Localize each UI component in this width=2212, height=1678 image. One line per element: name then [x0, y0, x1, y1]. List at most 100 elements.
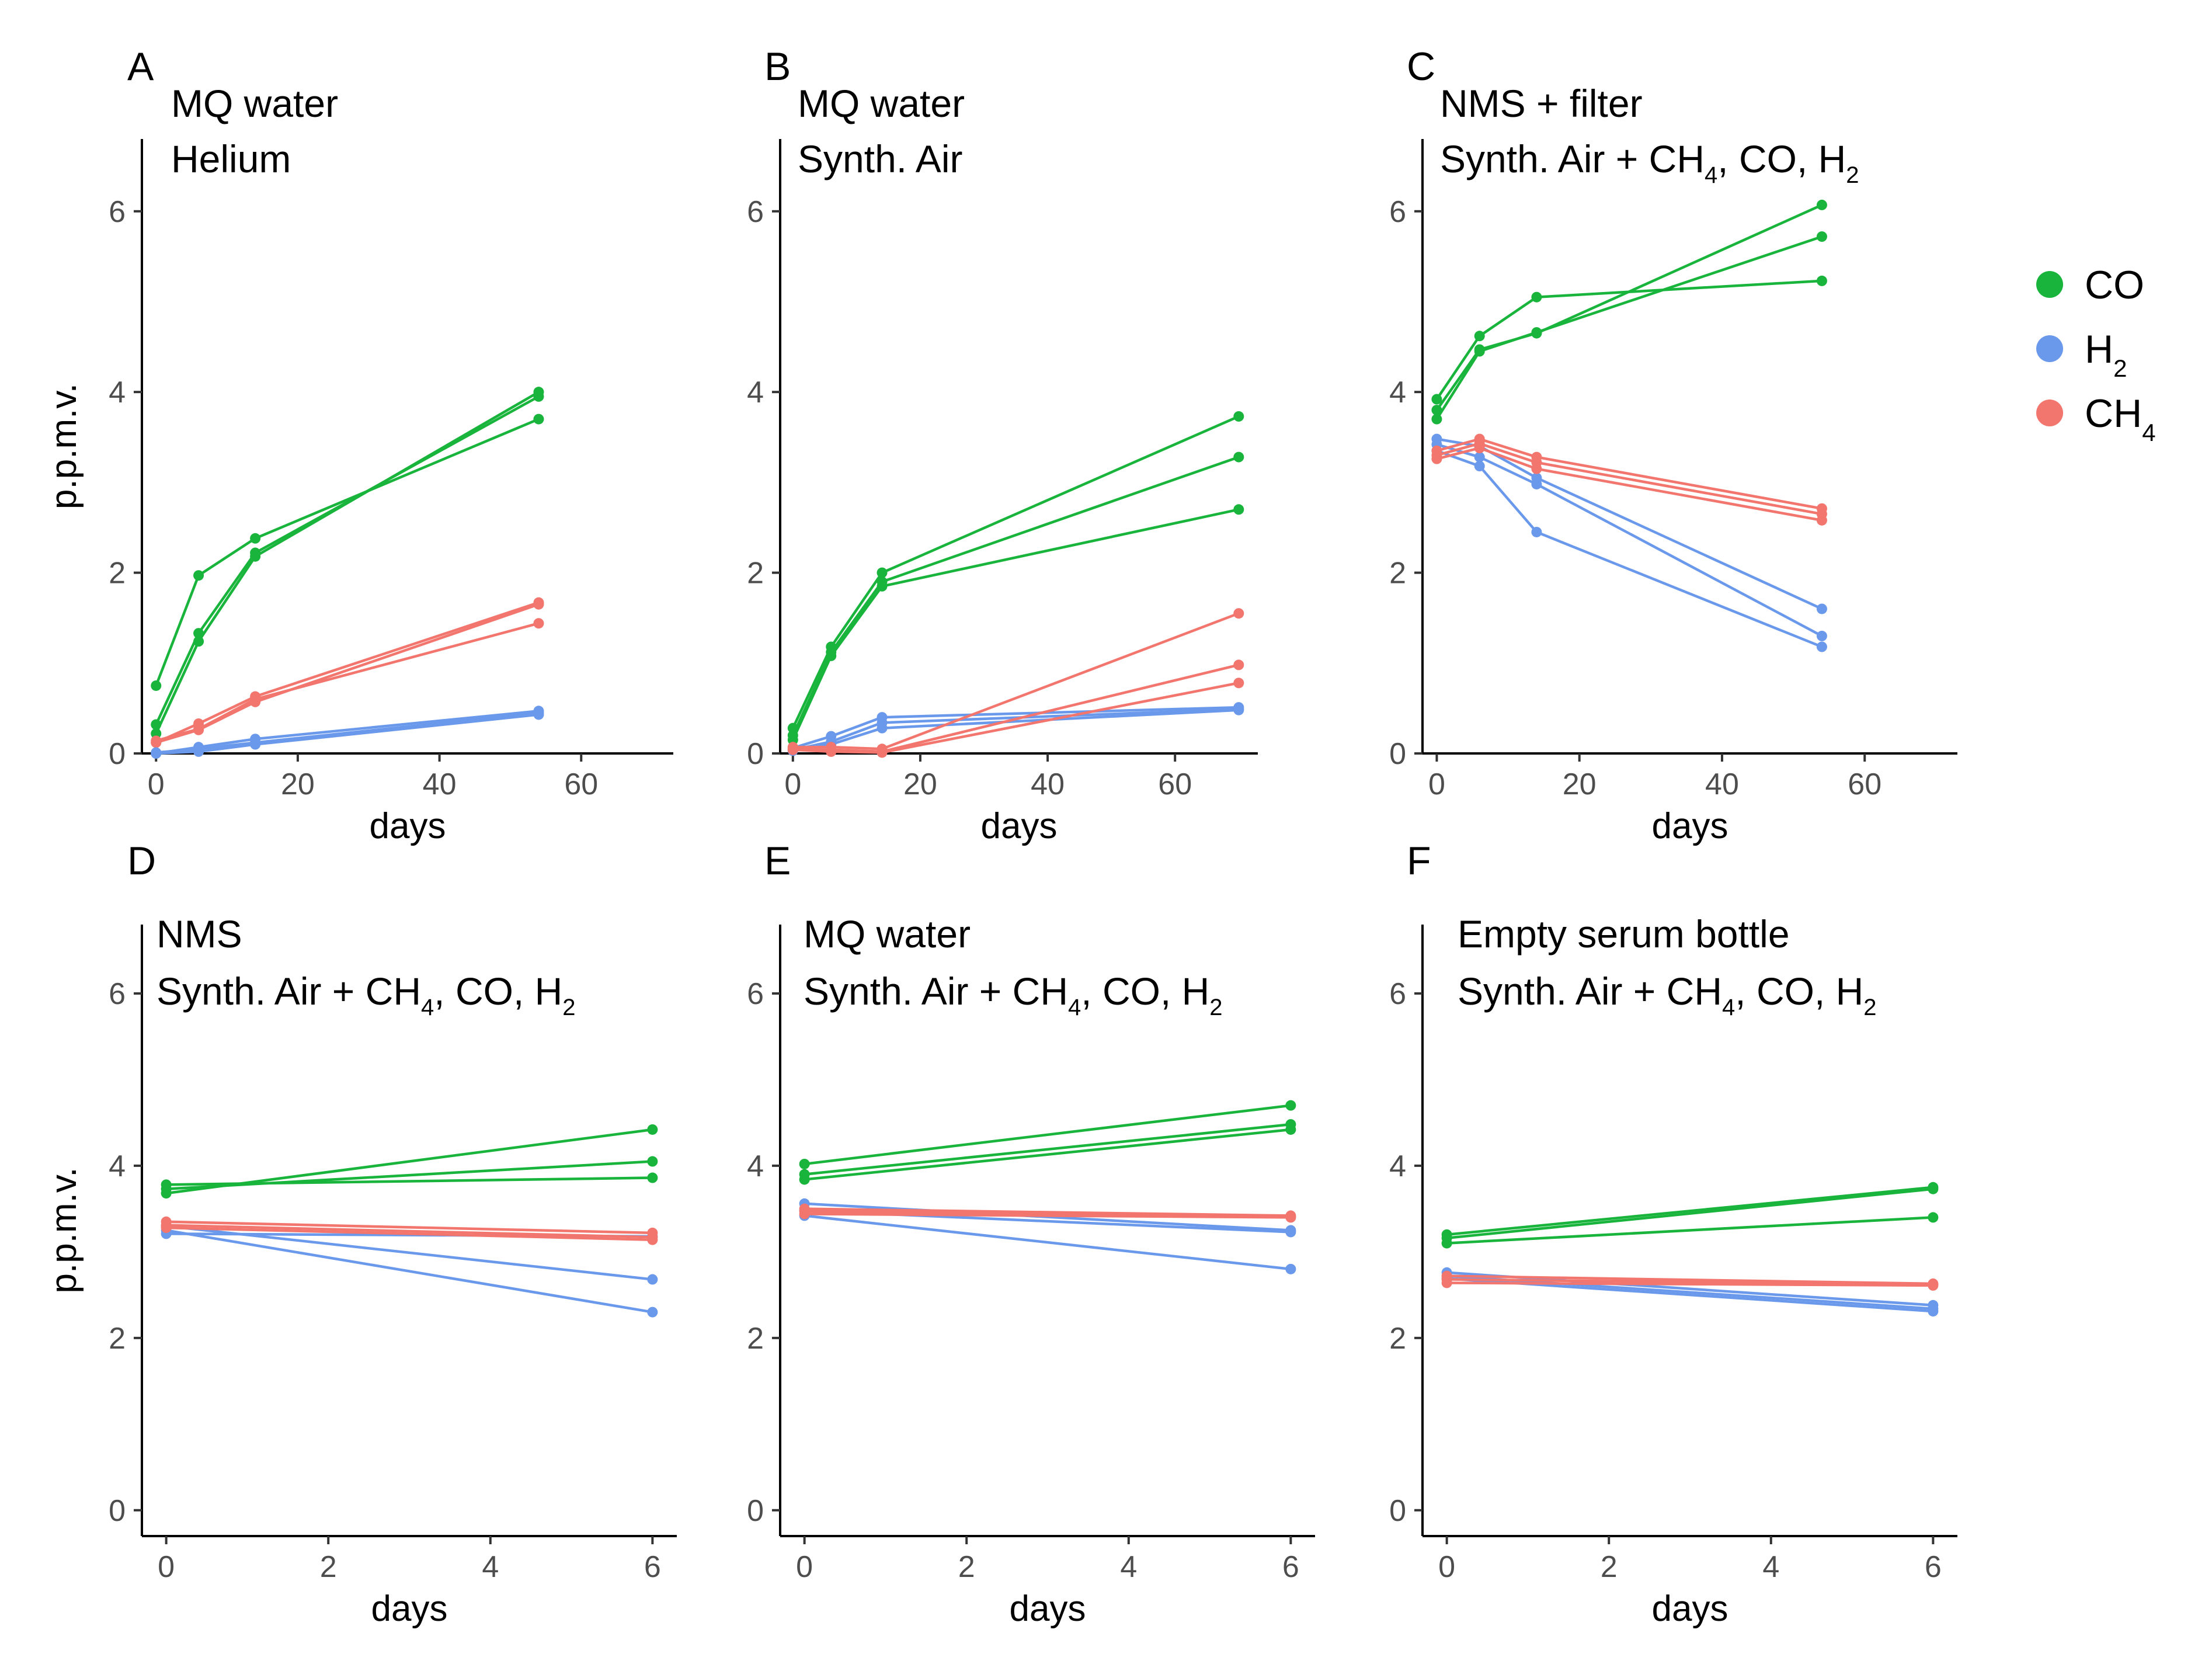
y-tick-label: 4 [747, 1149, 764, 1183]
x-tick-label: 0 [784, 767, 801, 801]
data-point-h2 [533, 709, 544, 720]
legend-key-h2 [2036, 335, 2063, 362]
data-point-co [1431, 414, 1442, 425]
x-axis-title: days [1652, 806, 1728, 846]
title-subscript: 4 [1722, 995, 1735, 1020]
series-line-ch4 [1436, 437, 1823, 510]
data-point-co [826, 650, 837, 661]
x-tick-label: 6 [644, 1550, 661, 1584]
series-line-ch4 [792, 682, 1239, 754]
data-point-co [647, 1124, 658, 1135]
series-line-h2 [792, 706, 1239, 749]
data-point-h2 [877, 722, 888, 734]
data-point-co [151, 728, 162, 739]
data-point-h2 [1285, 1263, 1296, 1274]
x-tick-label: 0 [1438, 1550, 1455, 1584]
data-point-co [1928, 1183, 1939, 1194]
legend-label-h2: H2 [2085, 327, 2127, 382]
data-point-co [1233, 411, 1244, 422]
data-point-co [1928, 1212, 1939, 1223]
legend-key-co [2036, 271, 2063, 298]
series-line-co [804, 1123, 1291, 1176]
data-point-h2 [1233, 704, 1244, 715]
x-tick-label: 60 [564, 767, 598, 801]
y-tick-label: 6 [1389, 977, 1406, 1011]
series-line-co [166, 1128, 653, 1195]
y-tick-label: 6 [747, 977, 764, 1011]
y-tick-label: 0 [1389, 737, 1406, 771]
data-point-h2 [1474, 461, 1485, 472]
legend-key-ch4 [2036, 399, 2063, 426]
panel-title-line: NMS + filter [1440, 82, 1643, 125]
y-tick-label: 4 [109, 376, 126, 409]
series-line-co [155, 391, 540, 734]
series-line-ch4 [1436, 446, 1823, 522]
panel-title-line: Synth. Air + CH4, CO, H2 [156, 970, 576, 1020]
x-tick-label: 4 [482, 1550, 499, 1584]
data-point-co [1816, 199, 1827, 210]
series-line-co [1435, 279, 1823, 400]
panel-title-line: NMS [156, 912, 242, 956]
x-tick-label: 20 [1563, 767, 1597, 801]
panel-title-line: Empty serum bottle [1458, 912, 1790, 956]
data-point-co [1441, 1238, 1452, 1249]
data-point-ch4 [193, 724, 204, 735]
data-point-h2 [647, 1307, 658, 1318]
series-line-ch4 [792, 663, 1239, 753]
x-tick-label: 2 [320, 1550, 337, 1584]
y-tick-label: 4 [1389, 1149, 1406, 1183]
y-tick-label: 0 [109, 737, 126, 771]
series-line-co [1446, 1186, 1933, 1236]
data-point-h2 [151, 748, 162, 759]
data-point-ch4 [799, 1208, 810, 1220]
panel-title-line: MQ water [171, 82, 338, 125]
y-tick-label: 0 [1389, 1494, 1406, 1528]
data-point-ch4 [161, 1222, 172, 1234]
y-tick-label: 2 [1389, 557, 1406, 590]
series-line-ch4 [792, 612, 1240, 751]
series-line-h2 [156, 713, 539, 755]
y-tick-label: 4 [109, 1149, 126, 1183]
title-subscript: 4 [1068, 995, 1081, 1020]
data-point-ch4 [1233, 678, 1244, 689]
data-point-co [647, 1172, 658, 1183]
data-point-co [161, 1188, 172, 1199]
data-point-ch4 [151, 735, 162, 746]
data-point-co [647, 1156, 658, 1167]
panel-title-line: Synth. Air + CH4, CO, H2 [1458, 970, 1877, 1020]
series-line-h2 [156, 711, 539, 754]
series-line-co [804, 1104, 1291, 1166]
title-text: Synth. Air + CH [804, 970, 1068, 1013]
legend: CO H2 CH4 [2036, 263, 2156, 446]
data-point-ch4 [826, 746, 837, 757]
panel-title-line: Helium [171, 137, 291, 180]
title-text: Empty serum bottle [1458, 912, 1790, 956]
title-text: Synth. Air [798, 137, 962, 180]
x-axis-title: days [1652, 1589, 1728, 1629]
series-line-ch4 [804, 1213, 1291, 1219]
data-point-h2 [1816, 603, 1827, 614]
data-point-co [877, 581, 888, 592]
data-point-ch4 [647, 1234, 658, 1245]
panel-title-line: MQ water [804, 912, 971, 956]
title-text: NMS + filter [1440, 82, 1643, 125]
data-point-h2 [1816, 630, 1827, 641]
series-line-co [791, 508, 1239, 741]
title-text: , CO, H [1735, 970, 1863, 1013]
y-tick-label: 6 [109, 195, 126, 229]
title-text: NMS [156, 912, 242, 956]
data-point-h2 [1531, 526, 1542, 537]
panel-letter: D [127, 839, 156, 883]
y-tick-label: 2 [1389, 1322, 1406, 1356]
title-text: MQ water [171, 82, 338, 125]
data-point-co [1474, 346, 1485, 357]
series-line-ch4 [166, 1226, 653, 1241]
x-axis-title: days [981, 806, 1058, 846]
panel-title-line: Synth. Air + CH4, CO, H2 [1440, 137, 1859, 188]
x-tick-label: 60 [1158, 767, 1192, 801]
series-line-ch4 [166, 1220, 653, 1235]
title-subscript: 4 [1705, 162, 1717, 188]
y-tick-label: 6 [747, 195, 764, 229]
